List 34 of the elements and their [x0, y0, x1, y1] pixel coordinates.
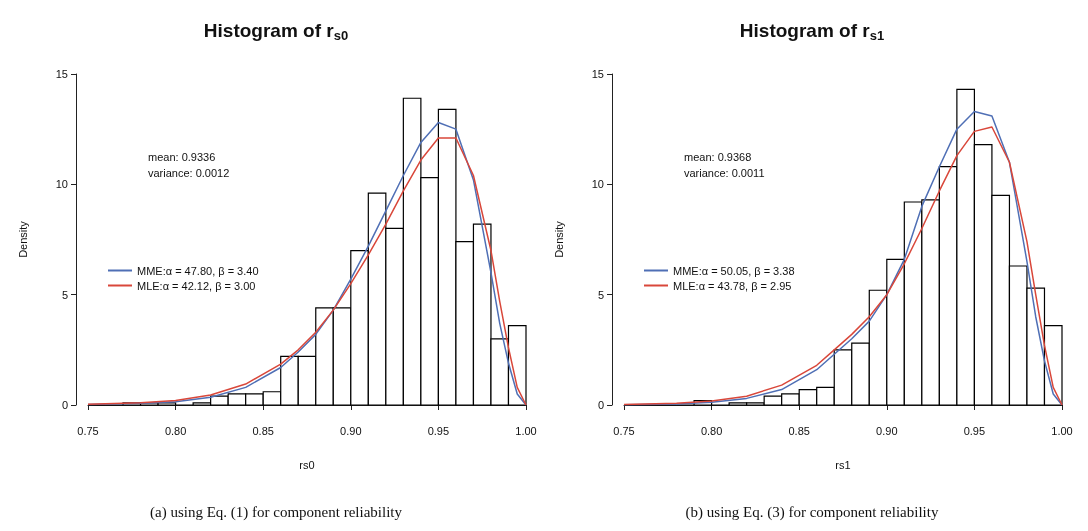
- x-tick-label: 0.85: [788, 424, 810, 437]
- x-tick-label: 0.75: [613, 424, 635, 437]
- legend-label: MME:α = 50.05, β = 3.38: [673, 264, 795, 277]
- y-tick-label: 5: [61, 288, 68, 301]
- x-tick-label: 0.90: [876, 424, 898, 437]
- x-axis-title: rs0: [299, 458, 315, 471]
- y-tick-label: 5: [597, 288, 604, 301]
- y-tick-label: 0: [597, 399, 604, 411]
- y-tick-label: 0: [61, 399, 68, 411]
- x-tick-label: 1.00: [1051, 424, 1073, 437]
- legend-label: MME:α = 47.80, β = 3.40: [137, 264, 259, 277]
- x-tick-label: 0.90: [340, 424, 362, 437]
- y-axis-title: Density: [16, 220, 29, 258]
- y-tick-label: 15: [591, 68, 604, 80]
- y-tick-label: 10: [591, 178, 604, 191]
- y-tick-label: 10: [55, 178, 68, 191]
- annotation: mean: 0.9368: [684, 150, 752, 163]
- text: (a) using Eq. (1) for component reliability: [149, 503, 403, 521]
- annotation: variance: 0.0011: [684, 166, 765, 179]
- x-tick-label: 0.80: [164, 424, 187, 437]
- x-tick-label: 0.95: [427, 424, 450, 437]
- legend-label: MLE:α = 43.78, β = 2.95: [673, 279, 792, 292]
- x-axis-title: rs1: [835, 458, 851, 471]
- y-tick-label: 15: [55, 68, 68, 80]
- text: (b) using Eq. (3) for component reliability: [685, 503, 939, 521]
- x-tick-label: 1.00: [515, 424, 537, 437]
- annotation: mean: 0.9336: [148, 150, 216, 163]
- y-axis-title: Density: [552, 220, 565, 258]
- annotation: variance: 0.0012: [148, 166, 230, 179]
- x-tick-label: 0.95: [963, 424, 986, 437]
- x-tick-label: 0.75: [77, 424, 99, 437]
- legend-label: MLE:α = 42.12, β = 3.00: [137, 279, 256, 292]
- x-tick-label: 0.80: [700, 424, 723, 437]
- x-tick-label: 0.85: [252, 424, 274, 437]
